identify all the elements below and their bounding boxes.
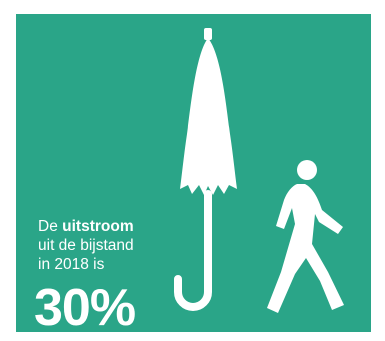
- infographic-card: De uitstroom uit de bijstand in 2018 is …: [16, 14, 371, 332]
- percentage-value: 30%: [34, 279, 136, 332]
- caption-text: De uitstroom uit de bijstand in 2018 is: [38, 217, 134, 274]
- illustration: [174, 28, 344, 313]
- umbrella-handle: [174, 190, 212, 311]
- caption-prefix: De: [38, 218, 58, 235]
- caption-line-2: uit de bijstand: [38, 237, 134, 254]
- walking-person-icon: [267, 160, 344, 313]
- caption-emphasis: uitstroom: [62, 218, 134, 235]
- umbrella-icon: [180, 28, 237, 195]
- caption-line-3: in 2018 is: [38, 256, 105, 273]
- caption-line-1: De uitstroom: [38, 217, 134, 236]
